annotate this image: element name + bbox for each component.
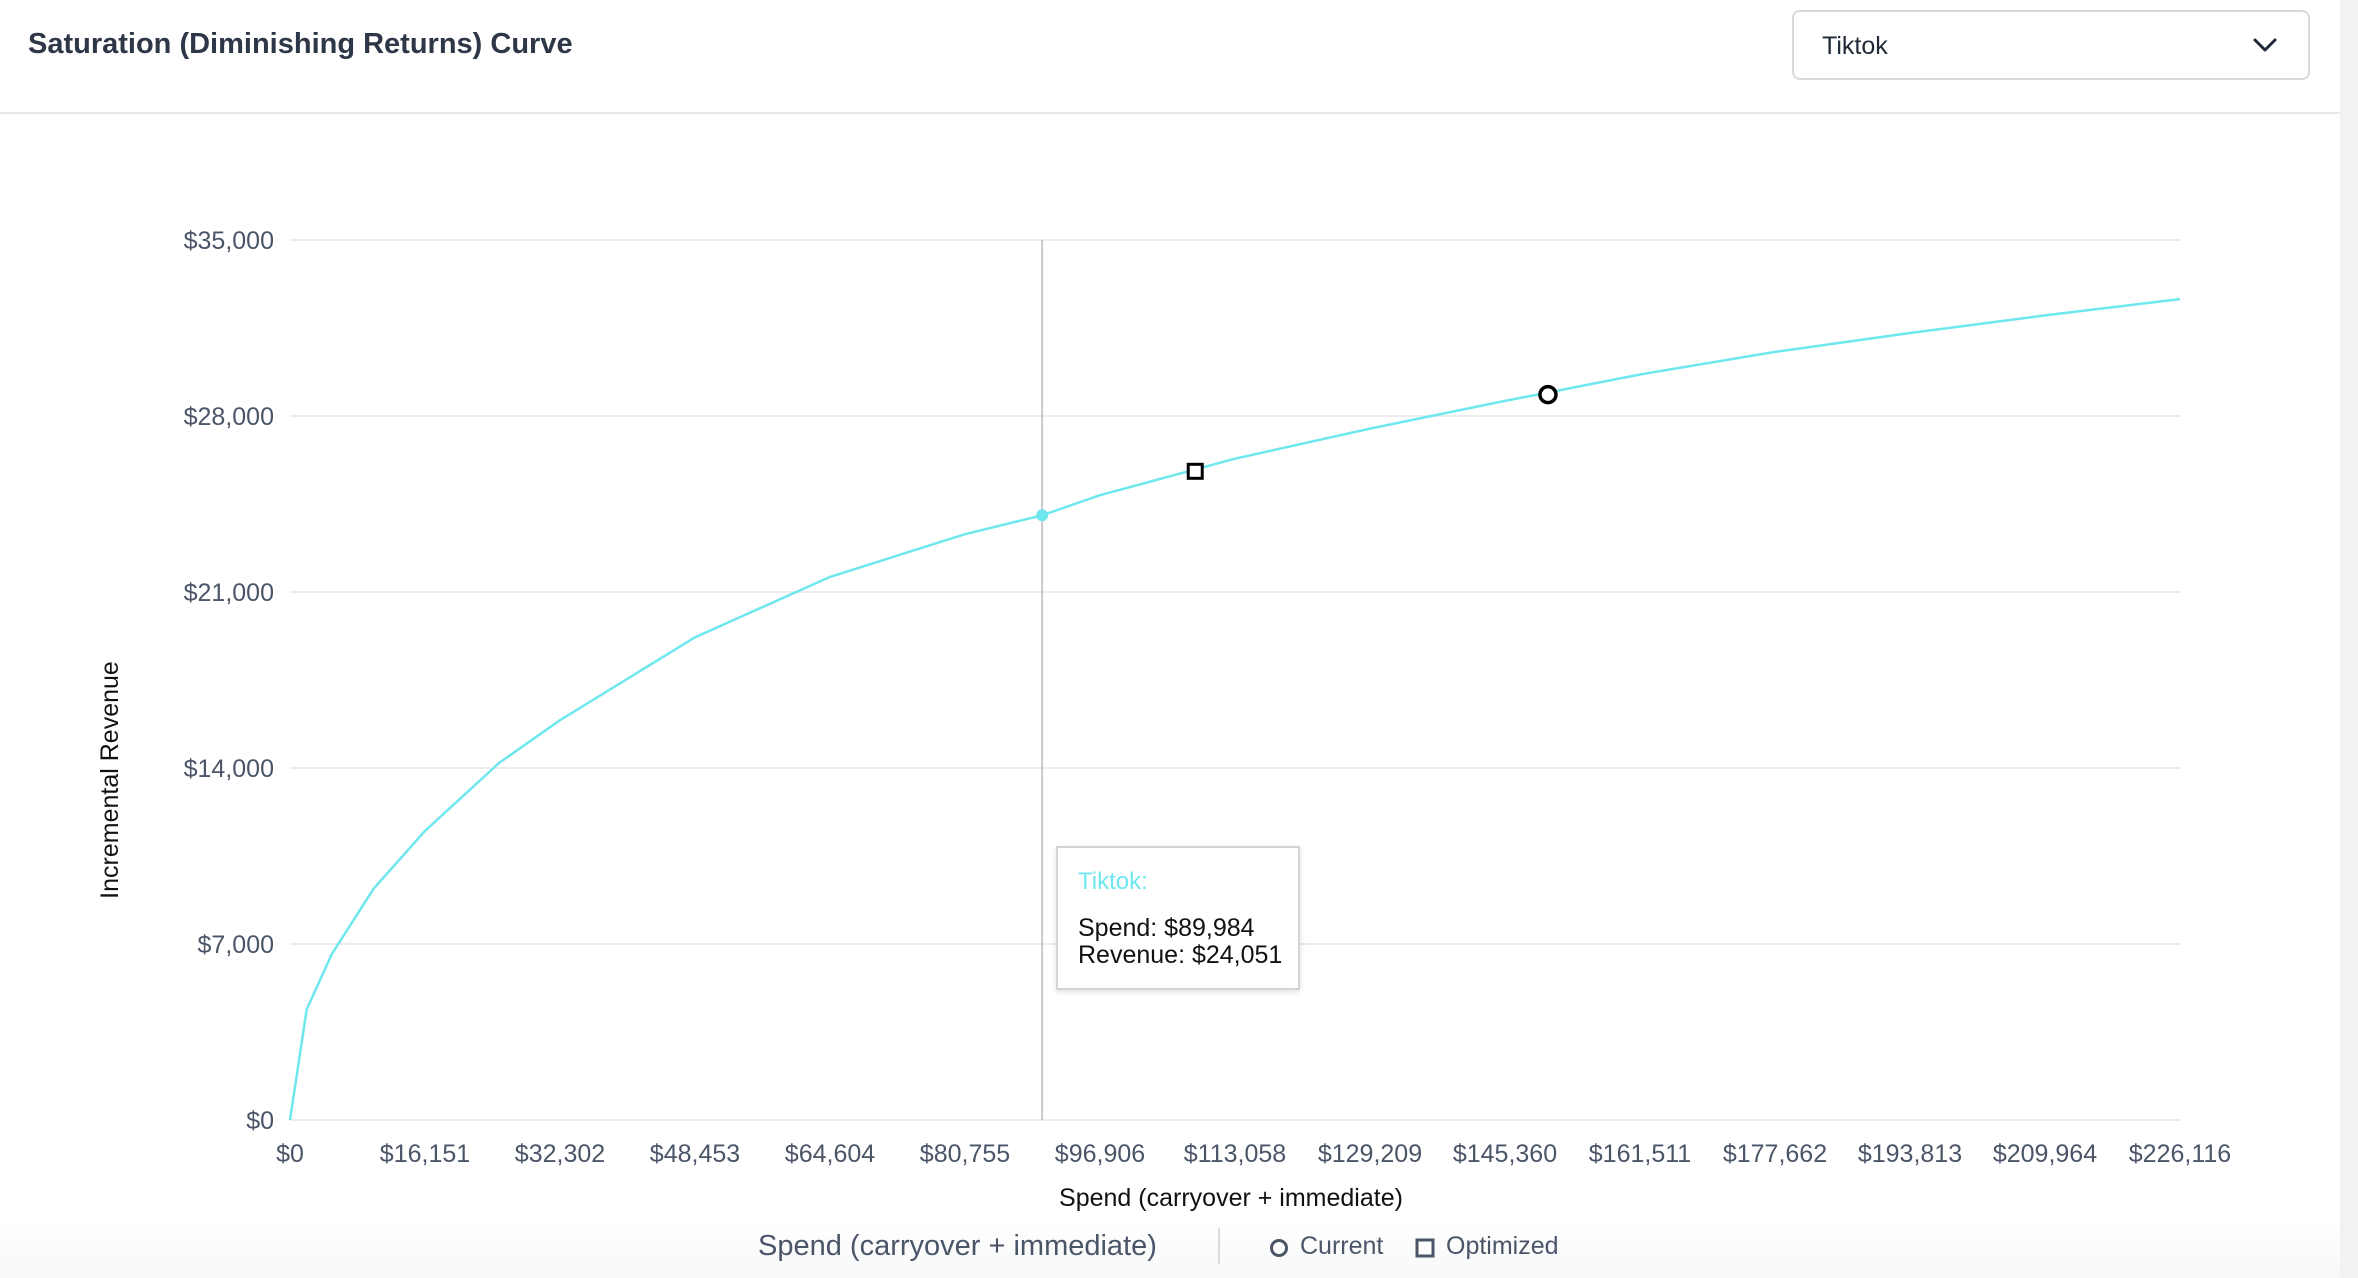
legend-divider [1218, 1228, 1220, 1264]
x-tick-label: $161,511 [1589, 1140, 1691, 1168]
x-tick-label: $177,662 [1723, 1140, 1827, 1168]
legend-title: Spend (carryover + immediate) [758, 1230, 1157, 1262]
legend-label-current: Current [1300, 1232, 1384, 1260]
saturation-chart: $0 $7,000 $14,000 $21,000 $28,000 $35,000 $0 $1… [96, 227, 2231, 1212]
current-marker [1538, 384, 1558, 405]
y-tick-label: $0 [246, 1107, 274, 1135]
legend-label-optimized: Optimized [1446, 1232, 1559, 1260]
y-tick-label: $21,000 [184, 579, 274, 607]
x-tick-label: $226,116 [2129, 1140, 2231, 1168]
scrollbar-track[interactable] [2340, 0, 2358, 1278]
bottom-fade [0, 1218, 2340, 1278]
y-tick-label: $28,000 [184, 403, 274, 431]
x-tick-label: $129,209 [1318, 1140, 1422, 1168]
x-tick-label: $32,302 [515, 1140, 605, 1168]
hover-point [1036, 509, 1049, 522]
x-tick-label: $96,906 [1055, 1140, 1145, 1168]
page-title: Saturation (Diminishing Returns) Curve [28, 28, 573, 60]
series-line-tiktok [288, 297, 2181, 1121]
x-tick-label: $209,964 [1993, 1140, 2097, 1168]
x-tick-label: $145,360 [1453, 1140, 1557, 1168]
tooltip-revenue: Revenue: $24,051 [1078, 941, 1283, 969]
circle-marker-icon [1270, 1239, 1288, 1257]
channel-select-value: Tiktok [1822, 32, 1888, 60]
x-tick-label: $193,813 [1858, 1140, 1962, 1168]
x-tick-label: $80,755 [920, 1140, 1010, 1168]
x-tick-label: $16,151 [380, 1140, 470, 1168]
channel-select[interactable]: Tiktok [1792, 10, 2310, 80]
tooltip-spend: Spend: $89,984 [1078, 914, 1255, 942]
y-tick-label: $14,000 [184, 755, 274, 783]
x-axis-title: Spend (carryover + immediate) [1059, 1184, 1403, 1212]
square-marker-icon [1415, 1238, 1435, 1258]
optimized-marker [1186, 462, 1204, 480]
x-tick-label: $48,453 [650, 1140, 740, 1168]
y-tick-label: $35,000 [184, 227, 274, 255]
x-tick-label: $0 [276, 1140, 304, 1168]
y-tick-label: $7,000 [198, 931, 274, 959]
chart-legend: Spend (carryover + immediate) Current Op… [0, 1228, 2340, 1264]
x-tick-label: $113,058 [1184, 1140, 1286, 1168]
chart-tooltip: Tiktok: Spend: $89,984 Revenue: $24,051 [1056, 846, 1300, 990]
chart-header: Saturation (Diminishing Returns) Curve T… [0, 0, 2340, 114]
y-axis-title: Incremental Revenue [96, 661, 124, 899]
tooltip-title: Tiktok: [1078, 868, 1148, 895]
chevron-down-icon [2253, 38, 2277, 52]
x-tick-label: $64,604 [785, 1140, 875, 1168]
